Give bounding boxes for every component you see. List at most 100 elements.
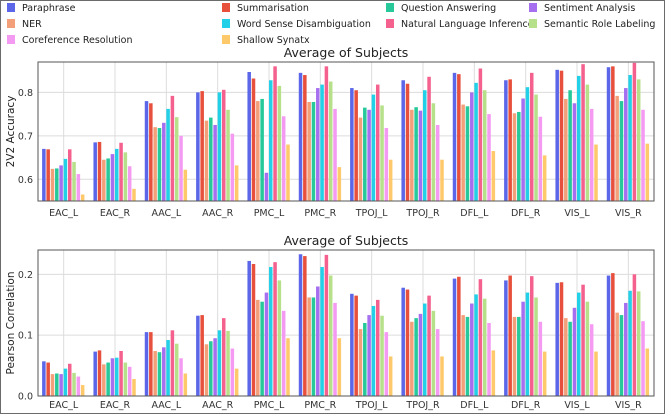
bar-paraphrase-tpoj-r xyxy=(401,80,405,201)
legend-swatch-semantic-role-labeling xyxy=(529,19,537,28)
bar-shallow-synatx-vis-l xyxy=(594,351,598,396)
bar-coreference-resolution-pmc-r xyxy=(333,108,337,201)
bar-coreference-resolution-vis-r xyxy=(641,321,645,396)
bar-sentiment-analysis-dfl-r xyxy=(521,98,525,201)
correlation-chart: 0.0 0.1 0.2 EAC_L EAC_R AAC_L AAC_R PMC_L PMC_R T… xyxy=(5,233,655,411)
bar-sentiment-analysis-vis-l xyxy=(572,307,577,396)
x-tick-label: EAC_R xyxy=(100,208,131,219)
bar-paraphrase-dfl-r xyxy=(504,280,508,396)
bar-paraphrase-aac-l xyxy=(144,332,149,396)
bar-word-sense-disambiguation-eac-r xyxy=(115,148,119,201)
bar-word-sense-disambiguation-vis-r xyxy=(628,75,632,201)
bar-semantic-role-labeling-pmc-l xyxy=(277,85,282,201)
bar-shallow-synatx-eac-l xyxy=(80,194,85,201)
bar-question-answering-dfl-r xyxy=(517,316,521,396)
bar-natural-language-inference-pmc-r xyxy=(324,66,329,201)
bar-ner-aac-l xyxy=(153,350,157,396)
bar-coreference-resolution-tpoj-l xyxy=(384,332,389,396)
bar-word-sense-disambiguation-aac-r xyxy=(217,92,222,201)
legend-swatch-sentiment-analysis xyxy=(529,3,537,12)
bar-ner-pmc-r xyxy=(307,101,311,201)
bar-paraphrase-vis-r xyxy=(606,67,611,202)
bar-question-answering-pmc-l xyxy=(260,301,264,396)
bar-word-sense-disambiguation-dfl-r xyxy=(525,292,530,396)
bar-paraphrase-pmc-l xyxy=(247,260,251,396)
legend-swatch-question-answering xyxy=(386,3,394,12)
bar-question-answering-eac-r xyxy=(106,362,110,396)
bar-shallow-synatx-eac-r xyxy=(132,378,136,396)
bar-coreference-resolution-vis-r xyxy=(641,109,645,201)
bar-shallow-synatx-vis-r xyxy=(645,348,650,396)
bar-semantic-role-labeling-pmc-l xyxy=(277,280,282,396)
legend-label-sentiment-analysis: Sentiment Analysis xyxy=(544,3,635,14)
bar-semantic-role-labeling-dfl-r xyxy=(534,297,538,396)
bar-word-sense-disambiguation-dfl-l xyxy=(474,82,478,201)
bar-shallow-synatx-dfl-r xyxy=(542,351,547,396)
bar-question-answering-pmc-r xyxy=(311,101,316,201)
bar-natural-language-inference-dfl-l xyxy=(478,68,483,201)
bar-summarisation-tpoj-l xyxy=(354,295,358,396)
bar-ner-pmc-r xyxy=(307,297,311,396)
bar-sentiment-analysis-eac-l xyxy=(59,374,63,396)
bar-shallow-synatx-tpoj-r xyxy=(440,159,444,201)
legend-item-ner: NER xyxy=(7,19,42,30)
bar-shallow-synatx-dfl-l xyxy=(491,350,496,396)
bar-summarisation-aac-l xyxy=(149,332,153,396)
bar-semantic-role-labeling-eac-r xyxy=(123,152,128,201)
legend-swatch-coreference-resolution xyxy=(7,35,15,44)
legend-item-question-answering: Question Answering xyxy=(386,3,496,14)
bar-question-answering-dfl-l xyxy=(465,106,470,201)
bar-paraphrase-vis-l xyxy=(555,282,559,396)
legend-label-question-answering: Question Answering xyxy=(401,3,496,14)
bar-semantic-role-labeling-dfl-l xyxy=(482,298,487,396)
bar-word-sense-disambiguation-vis-l xyxy=(577,292,581,396)
bar-question-answering-vis-r xyxy=(619,101,624,201)
legend-label-paraphrase: Paraphrase xyxy=(22,3,76,14)
bar-ner-eac-l xyxy=(50,374,55,396)
x-tick-label: EAC_L xyxy=(49,400,79,411)
bar-sentiment-analysis-pmc-l xyxy=(264,172,269,201)
bar-semantic-role-labeling-tpoj-r xyxy=(431,310,436,396)
bar-question-answering-aac-l xyxy=(157,352,162,396)
bar-ner-tpoj-r xyxy=(410,321,414,396)
bar-word-sense-disambiguation-tpoj-l xyxy=(371,305,376,396)
bar-question-answering-vis-l xyxy=(568,321,572,396)
legend-item-natural-language-inference: Natural Language Inference xyxy=(386,19,534,30)
x-tick-label: EAC_R xyxy=(100,400,131,411)
bar-sentiment-analysis-tpoj-r xyxy=(418,313,423,396)
bar-coreference-resolution-eac-r xyxy=(127,166,132,201)
legend-label-word-sense-disambiguation: Word Sense Disambiguation xyxy=(237,19,371,30)
legend-label-shallow-synatx: Shallow Synatx xyxy=(237,35,310,46)
bar-word-sense-disambiguation-dfl-l xyxy=(474,294,478,396)
bar-ner-vis-r xyxy=(615,312,619,396)
bar-shallow-synatx-tpoj-l xyxy=(388,159,393,201)
bar-ner-tpoj-r xyxy=(410,109,414,201)
legend-swatch-natural-language-inference xyxy=(386,19,394,28)
bar-word-sense-disambiguation-tpoj-l xyxy=(371,94,376,201)
plot-area xyxy=(37,61,655,202)
x-tick-label: TPOJ_L xyxy=(355,208,389,219)
bar-natural-language-inference-aac-l xyxy=(170,330,175,396)
bar-semantic-role-labeling-pmc-r xyxy=(328,81,333,201)
bar-coreference-resolution-vis-l xyxy=(589,108,594,201)
bar-summarisation-tpoj-r xyxy=(405,83,410,201)
bar-semantic-role-labeling-eac-l xyxy=(72,161,76,201)
bar-summarisation-tpoj-l xyxy=(354,90,358,201)
bar-ner-eac-l xyxy=(50,168,55,201)
bar-coreference-resolution-aac-r xyxy=(230,133,235,201)
legend-item-coreference-resolution: Coreference Resolution xyxy=(7,35,132,46)
bar-summarisation-vis-r xyxy=(611,273,615,396)
bar-ner-tpoj-l xyxy=(358,117,363,201)
bar-shallow-synatx-aac-l xyxy=(183,169,188,201)
bar-shallow-synatx-vis-l xyxy=(594,144,598,201)
x-tick-label: VIS_L xyxy=(564,208,590,219)
bar-sentiment-analysis-dfl-l xyxy=(470,92,474,201)
x-tick-label: AAC_L xyxy=(151,208,181,219)
bar-coreference-resolution-aac-r xyxy=(230,348,235,396)
bar-question-answering-aac-r xyxy=(209,117,213,201)
bar-coreference-resolution-eac-l xyxy=(76,174,81,201)
bar-natural-language-inference-vis-r xyxy=(632,274,637,396)
x-tick-label: PMC_R xyxy=(304,208,336,219)
